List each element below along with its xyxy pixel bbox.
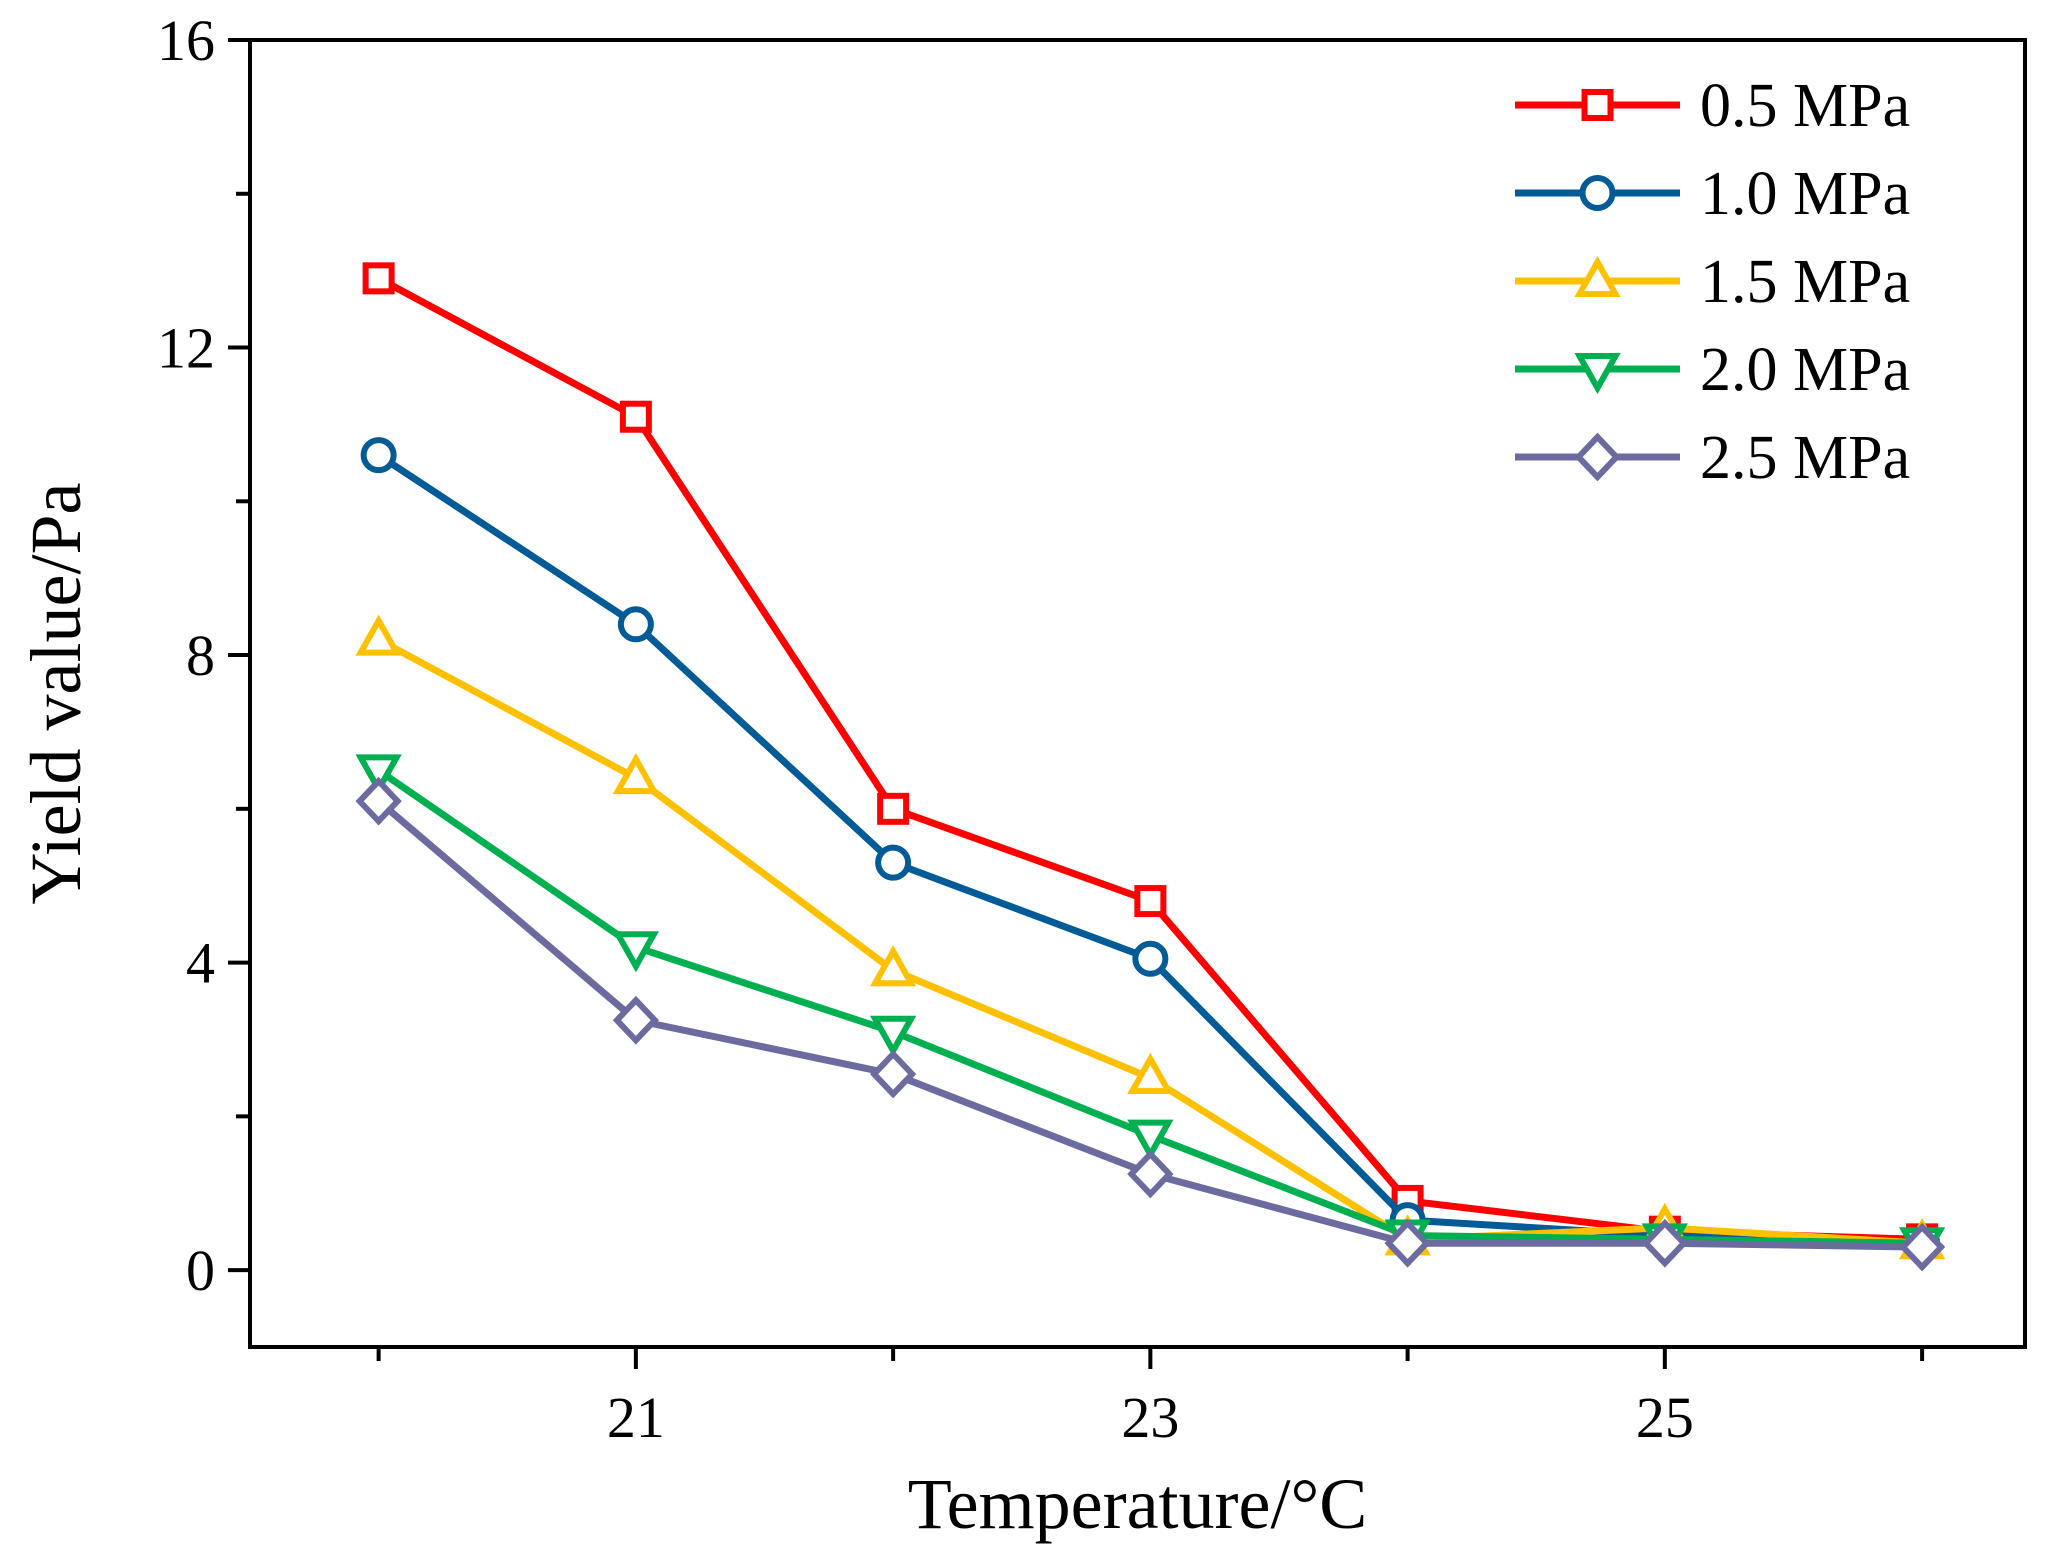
data-point [1898, 1222, 1946, 1272]
data-point [1132, 940, 1169, 977]
y-tick-label: 12 [157, 316, 215, 381]
legend-marker [1574, 255, 1621, 297]
x-tick-label: 21 [607, 1385, 665, 1450]
data-point [612, 995, 660, 1045]
y-tick-label: 16 [157, 8, 215, 73]
legend-entry: 2.5 MPa [1515, 424, 1910, 492]
x-tick-label: 25 [1636, 1385, 1694, 1450]
data-point [1641, 1218, 1688, 1268]
legend-entry: 1.5 MPa [1515, 248, 1910, 316]
legend-marker [1574, 353, 1621, 395]
data-point [869, 945, 917, 987]
legend-marker [1581, 89, 1614, 121]
data-point [1134, 885, 1167, 918]
data-point [355, 614, 402, 656]
data-point [612, 752, 659, 795]
series-2-5-mpa [355, 776, 1946, 1272]
x-axis-title: Temperature/°C [908, 1464, 1368, 1544]
data-point [612, 931, 659, 973]
y-tick-label: 0 [186, 1238, 215, 1303]
data-point [1127, 1119, 1174, 1161]
data-point [1127, 1052, 1174, 1094]
x-tick-label: 23 [1121, 1385, 1179, 1450]
legend-entry: 2.0 MPa [1515, 336, 1910, 404]
legend-entry: 1.0 MPa [1515, 160, 1910, 228]
data-point [1127, 1149, 1174, 1199]
data-point [362, 262, 395, 295]
y-axis-title: Yield value/Pa [16, 483, 96, 905]
data-point [875, 844, 912, 881]
data-point [1384, 1218, 1431, 1268]
data-point [617, 606, 654, 643]
legend-entry: 0.5 MPa [1515, 72, 1910, 140]
legend-label: 1.5 MPa [1700, 248, 1910, 316]
series-layer [355, 262, 1946, 1272]
legend-label: 1.0 MPa [1700, 160, 1910, 228]
data-point [355, 776, 402, 826]
axes: 21 23 25 0 4 8 12 16 [157, 8, 2027, 1450]
y-tick-label: 8 [186, 623, 215, 688]
data-point [619, 400, 652, 433]
data-point [360, 437, 397, 474]
y-tick-label: 4 [186, 931, 215, 996]
data-point [869, 1049, 917, 1099]
plot-frame [248, 38, 2027, 1349]
legend-label: 2.0 MPa [1700, 336, 1910, 404]
legend-label: 0.5 MPa [1700, 72, 1910, 140]
legend-marker [1574, 432, 1621, 482]
data-point [355, 754, 402, 796]
legend-marker [1579, 175, 1616, 211]
legend: 0.5 MPa 1.0 MPa 1.5 MPa 2.0 MPa 2.5 MPa [1515, 72, 1910, 492]
data-point [869, 1015, 917, 1057]
legend-label: 2.5 MPa [1700, 424, 1910, 492]
data-point [877, 792, 910, 825]
